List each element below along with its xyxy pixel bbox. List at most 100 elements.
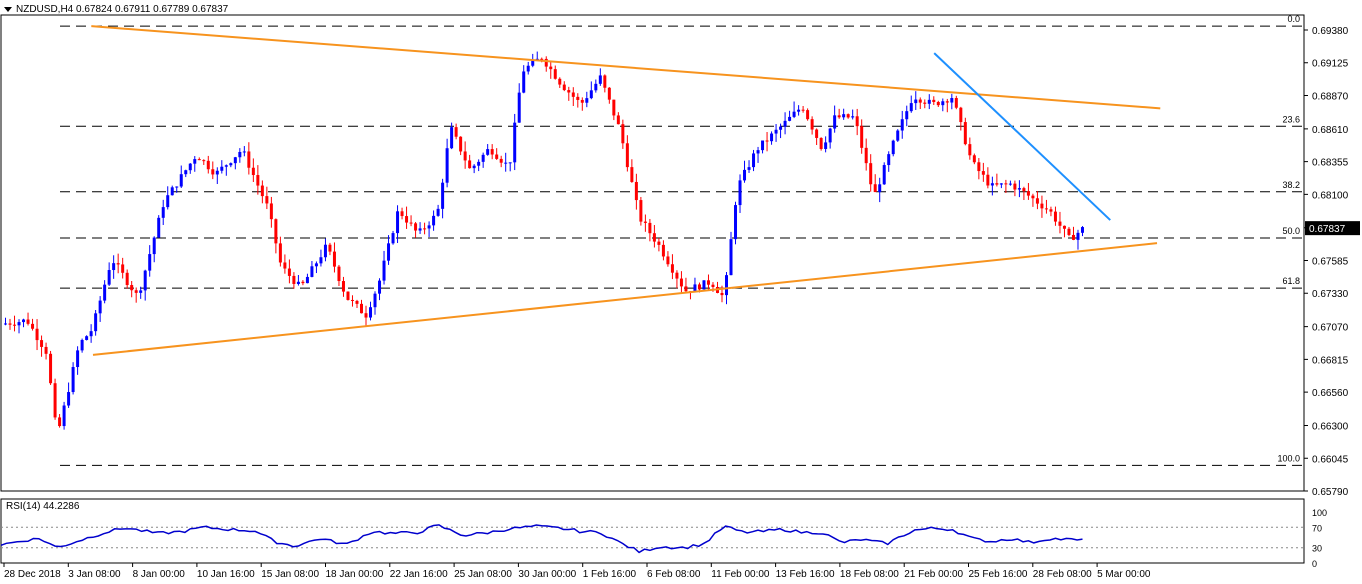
price-tick-label: 0.65790 [1312,487,1349,498]
candle-body [711,284,715,287]
candle-body [292,275,296,284]
candle-body [1035,198,1039,204]
rsi-panel-frame [0,498,1305,564]
candle-body [26,319,30,324]
candle-body [824,142,828,149]
candle-body [770,133,774,142]
candle-body [256,175,260,186]
candle-body [864,147,868,164]
current-price-label: 0.67837 [1309,224,1346,235]
candle-body [873,184,877,193]
candle-body [125,272,129,286]
candle-body [558,78,562,85]
candle-body [287,268,291,276]
trendline-blue[interactable] [933,52,1111,221]
candle-body [724,275,728,296]
symbol-label: NZDUSD,H4 [16,4,74,15]
rsi-level-label: 30 [1312,544,1322,554]
candle-body [472,165,476,169]
candle-body [215,170,219,175]
trendline-orange[interactable] [92,242,1158,356]
candle-body [738,180,742,206]
candle-body [80,339,84,351]
candle-body [107,270,111,285]
candle-body [211,169,215,175]
candle-body [53,383,57,418]
candle-body [833,115,837,129]
candle-body [1022,188,1026,192]
dropdown-triangle-icon[interactable] [4,6,12,12]
candle-body [152,237,156,255]
candle-body [8,323,12,325]
candle-body [62,405,66,427]
trendline-orange[interactable] [91,25,1161,110]
time-tick-label: 18 Feb 08:00 [840,569,899,580]
candle-body [364,313,368,318]
candle-body [815,129,819,138]
candle-body [806,110,810,120]
candle-body [995,183,999,185]
candle-body [923,102,927,104]
candle-body [1031,195,1035,199]
current-price-box [1305,221,1360,236]
candle-body [1044,208,1048,210]
candle-body [193,159,197,164]
candle-body [594,83,598,91]
candle-body [706,280,710,285]
candle-body [13,324,17,326]
candle-body [625,143,629,168]
candle-body [418,228,422,231]
candle-body [580,99,584,103]
candle-body [369,307,373,318]
candle-body [143,270,147,291]
candle-body [603,75,607,88]
candle-body [1040,203,1044,209]
candle-body [761,140,765,151]
rsi-panel: 28 Dec 2018 3 Jan 08:00 8 Jan 00:00 10 Jan … [0,498,1327,580]
candle-body [161,207,165,218]
candle-body [260,185,264,197]
candle-body [914,99,918,104]
candle-body [932,99,936,102]
chart-header: NZDUSD,H4 0.67824 0.67911 0.67789 0.6783… [4,4,228,15]
candle-body [405,216,409,223]
candle-body [977,162,981,172]
candle-body [400,211,404,217]
time-tick-label: 13 Feb 16:00 [776,569,835,580]
candle-body [314,263,318,267]
candle-body [950,98,954,103]
candle-body [990,183,994,186]
time-tick-label: 1 Feb 16:00 [583,569,637,580]
candle-body [486,149,490,155]
candle-body [941,101,945,106]
rsi-header: RSI(14) 44.2286 [6,501,79,512]
candle-body [445,148,449,183]
rsi-value: 44.2286 [43,501,80,512]
candle-body [382,260,386,281]
candle-body [905,111,909,120]
candle-body [40,340,44,347]
candle-body [49,353,53,384]
candle-body [909,103,913,112]
rsi-line [0,524,1083,554]
candle-body [981,171,985,175]
candle-body [522,71,526,93]
time-tick-label: 10 Jan 16:00 [197,569,255,580]
rsi-level-label: 70 [1312,523,1322,533]
candle-body [612,99,616,116]
candle-body [238,151,242,158]
candle-body [643,221,647,223]
candle-body [1071,234,1075,240]
candle-body [197,159,201,161]
candle-body [657,241,661,245]
candle-body [31,323,35,329]
candle-body [220,166,224,171]
candle-body [112,263,116,271]
candle-body [571,92,575,97]
candle-body [788,116,792,121]
candle-body [269,203,273,220]
candle-body [887,154,891,166]
candle-body [702,280,706,290]
candle-body [801,109,805,111]
fib-level-label: 61.8 [1282,276,1300,286]
